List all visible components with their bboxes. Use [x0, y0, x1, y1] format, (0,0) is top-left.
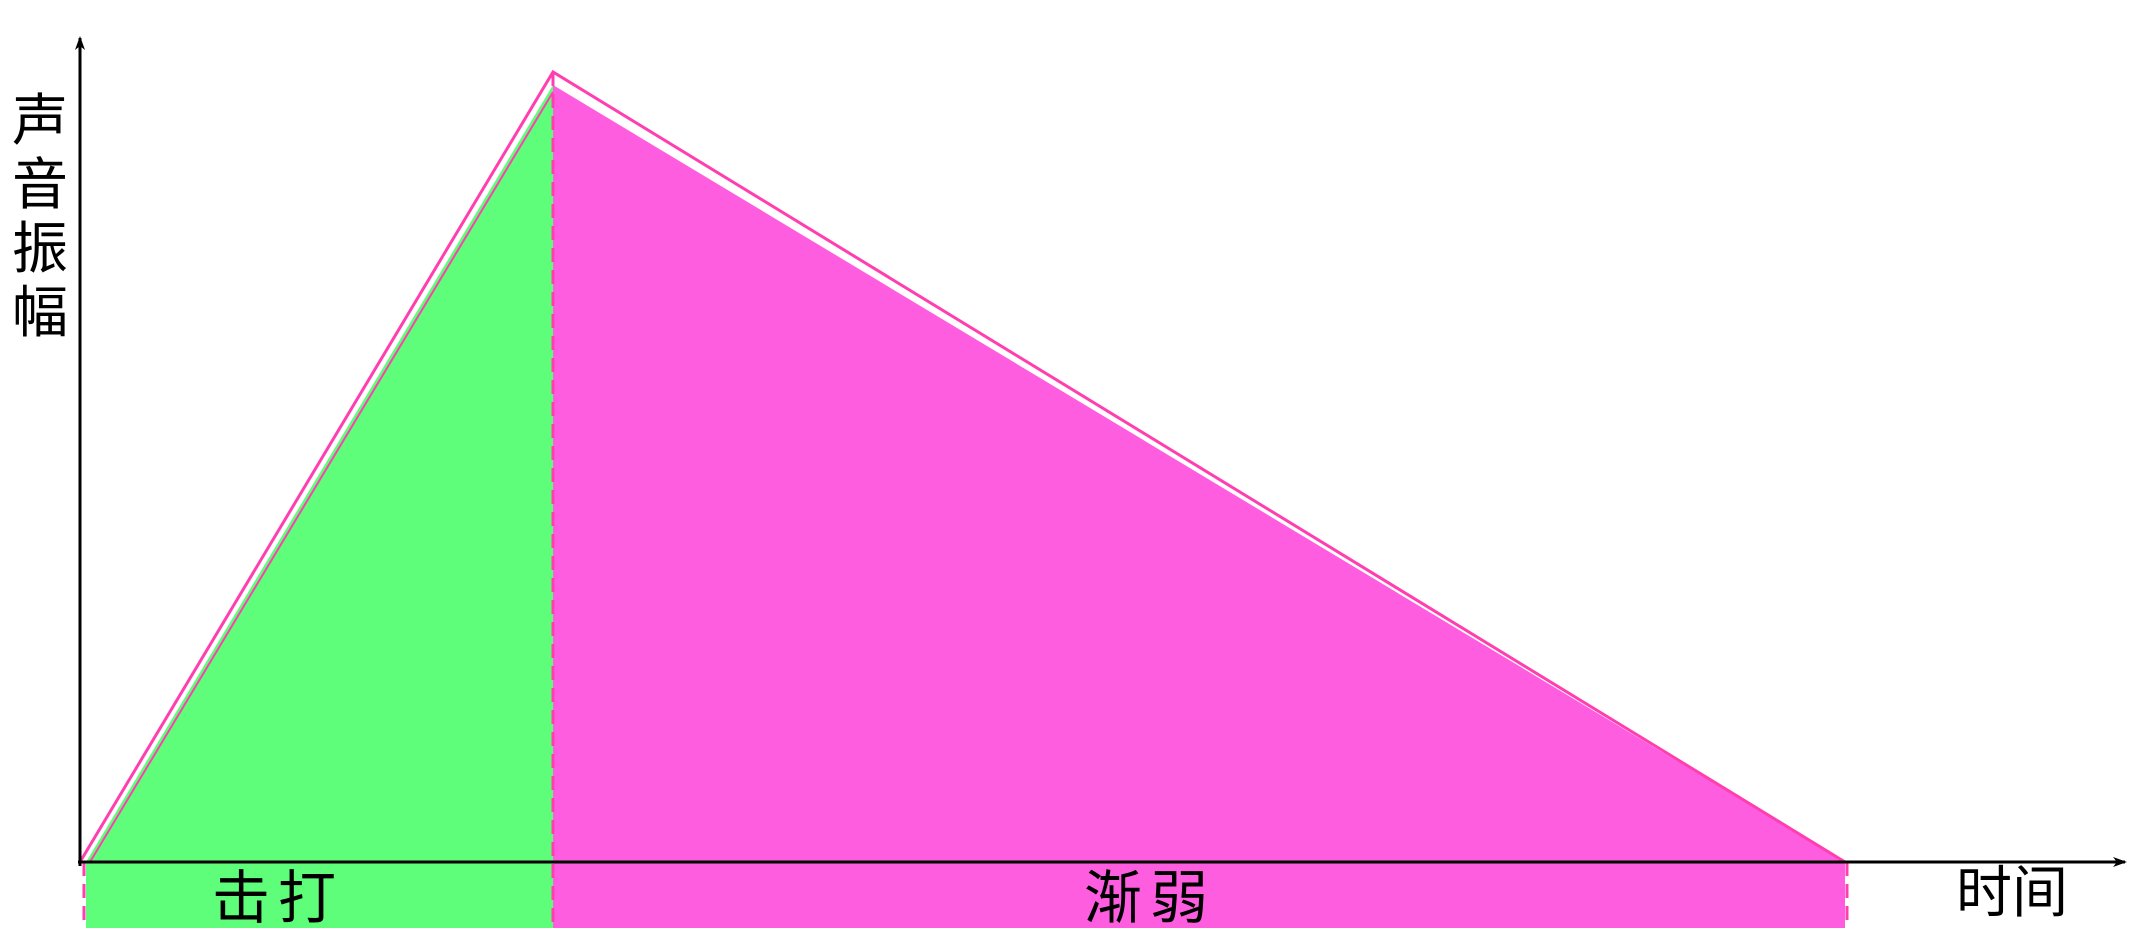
decay-band [553, 862, 1845, 928]
decay-region [553, 85, 1845, 862]
envelope-outline-inner [89, 91, 554, 863]
y-axis-label: 声音振幅 [12, 89, 68, 346]
x-axis-label: 时间 [1956, 861, 2068, 926]
y-axis-label-char: 声 [12, 89, 68, 154]
y-axis-label-char: 幅 [12, 281, 68, 346]
y-axis-label-char: 音 [12, 153, 68, 218]
decay-label: 渐弱 [1084, 864, 1216, 928]
attack-label: 击打 [212, 864, 344, 928]
attack-region [86, 85, 553, 862]
y-axis-label-char: 振 [12, 217, 68, 282]
attack-band [86, 862, 553, 928]
